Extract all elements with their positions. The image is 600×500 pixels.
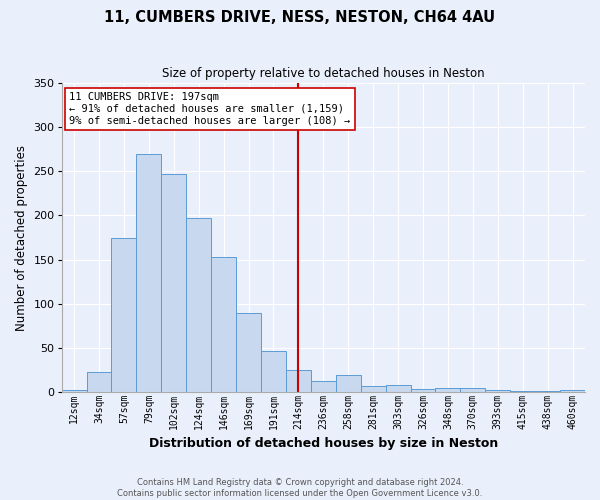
Text: 11 CUMBERS DRIVE: 197sqm
← 91% of detached houses are smaller (1,159)
9% of semi: 11 CUMBERS DRIVE: 197sqm ← 91% of detach… [70,92,351,126]
Text: 11, CUMBERS DRIVE, NESS, NESTON, CH64 4AU: 11, CUMBERS DRIVE, NESS, NESTON, CH64 4A… [104,10,496,25]
Bar [436,388,460,392]
Title: Size of property relative to detached houses in Neston: Size of property relative to detached ho… [162,68,485,80]
Bar [186,218,211,392]
Bar [261,352,286,392]
Bar [336,376,361,392]
Bar [136,154,161,392]
Bar [86,372,112,392]
Bar [535,391,560,392]
Bar [410,390,436,392]
Y-axis label: Number of detached properties: Number of detached properties [15,144,28,330]
Bar [112,238,136,392]
X-axis label: Distribution of detached houses by size in Neston: Distribution of detached houses by size … [149,437,498,450]
Bar [236,314,261,392]
Bar [286,370,311,392]
Bar [361,386,386,392]
Bar [485,390,510,392]
Bar [211,257,236,392]
Bar [386,385,410,392]
Bar [460,388,485,392]
Text: Contains HM Land Registry data © Crown copyright and database right 2024.
Contai: Contains HM Land Registry data © Crown c… [118,478,482,498]
Bar [311,380,336,392]
Bar [560,390,585,392]
Bar [62,390,86,392]
Bar [510,391,535,392]
Bar [161,174,186,392]
